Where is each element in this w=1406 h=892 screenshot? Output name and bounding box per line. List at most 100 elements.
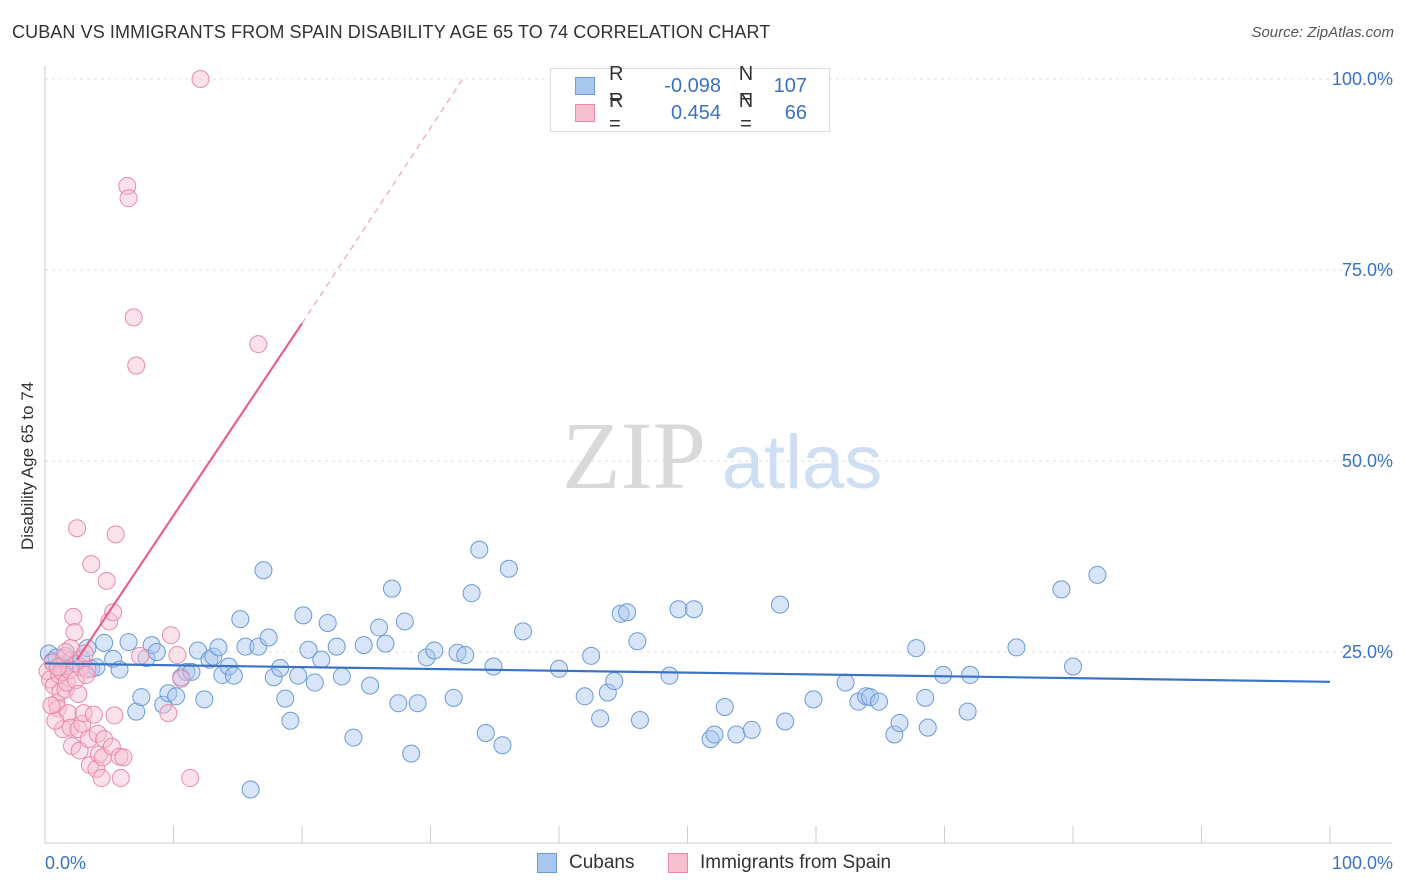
legend-item-spain[interactable]: Immigrants from Spain — [668, 852, 891, 874]
point-cubans — [236, 637, 255, 656]
point-cubans — [299, 640, 318, 659]
point-spain — [127, 356, 146, 375]
point-cubans — [771, 595, 790, 614]
point-cubans — [312, 650, 331, 669]
point-cubans — [104, 649, 123, 668]
legend-r-value: 0.454 — [670, 101, 721, 124]
point-cubans — [402, 744, 421, 763]
point-cubans — [934, 665, 953, 684]
legend-label-cubans: Cubans — [569, 852, 635, 873]
trend-line-cubans — [44, 662, 1331, 683]
legend-swatch-spain — [668, 853, 688, 873]
point-cubans — [271, 659, 290, 678]
point-spain — [172, 669, 191, 688]
point-spain — [102, 737, 121, 756]
point-spain — [114, 748, 133, 767]
point-cubans — [327, 637, 346, 656]
point-cubans — [1064, 657, 1082, 676]
point-spain — [82, 555, 101, 574]
point-spain — [106, 525, 125, 544]
point-cubans — [860, 688, 879, 707]
point-spain — [56, 643, 75, 661]
point-cubans — [395, 612, 414, 631]
point-cubans — [715, 698, 734, 717]
point-cubans — [727, 725, 746, 744]
point-cubans — [611, 604, 630, 623]
y-tick-label: 75.0% — [1342, 260, 1393, 280]
legend-n-label: N = — [738, 90, 754, 135]
point-spain — [75, 644, 94, 663]
point-cubans — [305, 673, 324, 692]
point-spain — [124, 308, 143, 327]
point-cubans — [628, 632, 647, 651]
legend-item-cubans[interactable]: Cubans — [537, 852, 635, 874]
legend-r-value: -0.098 — [664, 74, 721, 97]
point-spain — [61, 718, 80, 737]
y-tick-label: 100.0% — [1332, 69, 1393, 89]
legend-r-label: R = — [609, 90, 624, 135]
point-cubans — [705, 725, 724, 744]
point-spain — [48, 658, 67, 677]
point-cubans — [514, 622, 533, 641]
point-cubans — [344, 728, 363, 747]
point-cubans — [916, 688, 935, 707]
legend-n-label: N = — [738, 63, 754, 108]
legend-row-cubans: R = -0.098 N = 107 — [575, 63, 807, 108]
point-cubans — [493, 736, 512, 755]
point-spain — [77, 665, 96, 684]
gridlines — [45, 78, 1392, 653]
point-spain — [69, 685, 88, 704]
point-spain — [95, 730, 114, 749]
point-cubans — [456, 646, 475, 665]
point-cubans — [470, 540, 489, 559]
y-axis-label: Disability Age 65 to 74 — [18, 381, 37, 550]
chart-title: CUBAN VS IMMIGRANTS FROM SPAIN DISABILIT… — [12, 22, 771, 42]
point-spain — [64, 607, 83, 626]
tick-labels: 25.0% 50.0% 75.0% 100.0% 0.0% 100.0% — [45, 69, 1393, 873]
point-cubans — [890, 714, 909, 733]
point-cubans — [742, 720, 761, 739]
point-spain — [105, 706, 124, 725]
point-spain — [181, 769, 200, 788]
point-spain — [119, 189, 138, 208]
point-cubans — [444, 688, 463, 707]
point-cubans — [231, 610, 250, 629]
point-cubans — [209, 638, 228, 657]
point-cubans — [119, 633, 138, 652]
point-cubans — [259, 628, 278, 647]
series-immigrants-from-spain — [38, 70, 268, 788]
point-cubans — [195, 690, 214, 709]
point-cubans — [281, 711, 300, 730]
source-credit: Source: ZipAtlas.com — [1251, 24, 1394, 41]
correlation-legend: R = -0.098 N = 107 R = 0.454 N = 66 — [550, 63, 830, 135]
point-cubans — [575, 687, 594, 706]
point-cubans — [1052, 580, 1071, 599]
point-cubans — [630, 710, 649, 729]
axes — [44, 66, 1392, 844]
point-cubans — [684, 600, 703, 619]
legend-swatch-cubans — [537, 853, 557, 873]
point-cubans — [382, 579, 401, 598]
point-cubans — [605, 672, 624, 691]
point-cubans — [550, 659, 568, 678]
point-spain — [87, 759, 106, 778]
point-cubans — [961, 665, 980, 684]
point-cubans — [582, 646, 601, 665]
point-cubans — [224, 666, 243, 685]
point-cubans — [147, 643, 166, 661]
point-spain — [65, 623, 84, 642]
point-spain — [161, 626, 180, 645]
point-spain — [249, 335, 268, 354]
legend-r-label: R = — [609, 63, 624, 108]
point-cubans — [417, 648, 436, 667]
point-cubans — [370, 618, 389, 637]
point-cubans — [294, 606, 313, 625]
point-cubans — [598, 683, 617, 702]
point-cubans — [376, 634, 395, 653]
trend-extension-spain — [301, 78, 464, 324]
point-cubans — [95, 633, 114, 652]
point-cubans — [836, 673, 855, 692]
point-cubans — [1007, 638, 1026, 657]
point-spain — [68, 519, 87, 538]
x-tick-label: 100.0% — [1332, 853, 1393, 873]
